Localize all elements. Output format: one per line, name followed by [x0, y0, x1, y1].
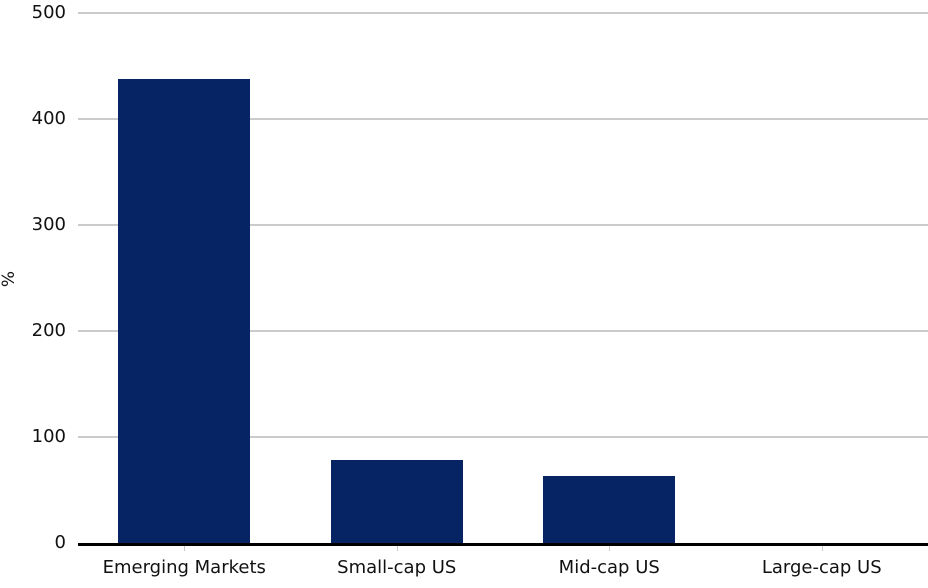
x-category-label: Mid-cap US [558, 557, 660, 578]
gridline [78, 118, 928, 120]
bar [330, 460, 463, 543]
y-tick-label: 100 [31, 426, 66, 447]
gridline [78, 224, 928, 226]
x-tick-mark [821, 546, 823, 551]
y-tick-label: 0 [54, 532, 66, 553]
y-tick-label: 500 [31, 2, 66, 23]
x-category-label: Small-cap US [337, 557, 457, 578]
bar [543, 476, 676, 543]
y-tick-label: 200 [31, 320, 66, 341]
plot-area [78, 12, 928, 546]
x-category-label: Emerging Markets [102, 557, 266, 578]
x-tick-mark [396, 546, 398, 551]
y-tick-label: 300 [31, 214, 66, 235]
y-tick-label: 400 [31, 108, 66, 129]
gridline [78, 436, 928, 438]
bar [118, 78, 251, 543]
y-axis-title: % [0, 270, 19, 288]
x-tick-mark [184, 546, 186, 551]
x-category-label: Large-cap US [761, 557, 882, 578]
gridline [78, 12, 928, 14]
x-tick-mark [609, 546, 611, 551]
x-axis-line [78, 543, 928, 546]
gridline [78, 330, 928, 332]
